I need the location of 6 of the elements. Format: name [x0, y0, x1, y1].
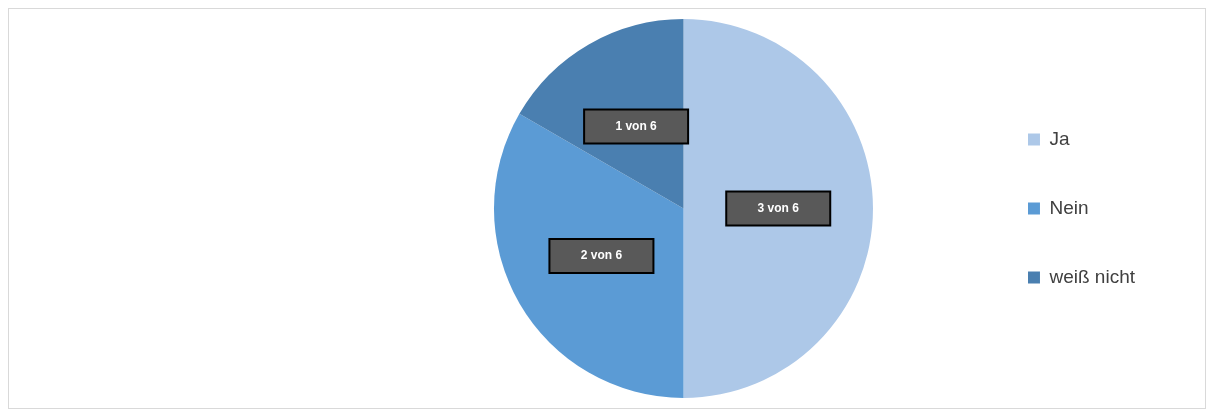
data-label: 2 von 6 [580, 248, 623, 263]
legend-label: weiß nicht [1048, 265, 1136, 287]
legend-label: Nein [1049, 196, 1089, 218]
data-label: 3 von 6 [757, 200, 800, 215]
data-label: 1 von 6 [615, 118, 658, 133]
legend-label: Ja [1049, 127, 1070, 149]
